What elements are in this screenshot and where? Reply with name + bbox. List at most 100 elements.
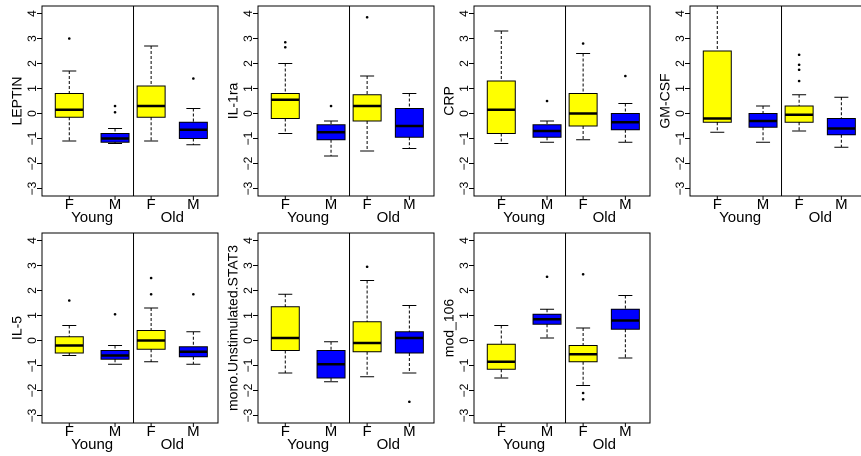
group-label-young: Young — [71, 209, 113, 226]
y-tick-label: −3 — [457, 408, 471, 422]
y-tick-label: 1 — [25, 85, 39, 92]
x-tick-label: F — [579, 423, 588, 440]
outlier-point — [581, 272, 585, 276]
iqr-box — [826, 118, 856, 136]
x-tick-label: F — [363, 423, 372, 440]
outlier-point — [67, 299, 71, 302]
y-tick-label: −1 — [673, 131, 687, 145]
group-label-old: Old — [593, 436, 616, 453]
iqr-box — [54, 93, 84, 118]
panel-frame — [41, 232, 219, 424]
panel-frame — [473, 232, 651, 424]
x-tick-label: M — [325, 423, 338, 440]
group-label-old: Old — [377, 436, 400, 453]
y-tick-label: −2 — [25, 383, 39, 397]
x-tick-label: F — [147, 196, 156, 213]
x-tick-label: M — [109, 423, 122, 440]
box-young-f — [54, 299, 84, 356]
y-tick-label: 2 — [241, 60, 255, 67]
y-tick-label: 1 — [457, 85, 471, 92]
box-old-f — [568, 42, 598, 141]
outlier-point — [113, 312, 117, 316]
y-tick-label: 4 — [25, 10, 39, 17]
y-tick-label: 3 — [241, 262, 255, 269]
x-tick-label: M — [403, 423, 416, 440]
group-label-old: Old — [809, 209, 832, 226]
y-tick-label: −3 — [25, 408, 39, 422]
group-label-young: Young — [719, 209, 761, 226]
y-tick-label: −2 — [241, 383, 255, 397]
iqr-box — [352, 94, 382, 122]
y-tick-label: 3 — [457, 35, 471, 42]
group-label-young: Young — [503, 209, 545, 226]
iqr-box — [270, 306, 300, 351]
y-tick-label: 3 — [241, 35, 255, 42]
iqr-box — [486, 80, 516, 134]
x-tick-label: M — [187, 196, 200, 213]
box-young-m — [532, 275, 562, 339]
box-young-f — [270, 40, 300, 134]
y-tick-label: 4 — [241, 10, 255, 17]
y-tick-label: 2 — [25, 60, 39, 67]
box-old-f — [352, 15, 382, 152]
y-tick-label: 4 — [673, 10, 687, 17]
iqr-box — [702, 50, 732, 123]
box-young-m — [100, 312, 130, 365]
group-label-old: Old — [161, 209, 184, 226]
box-young-f — [486, 30, 516, 144]
group-label-old: Old — [161, 436, 184, 453]
box-old-f — [568, 272, 598, 401]
outlier-point — [797, 79, 801, 83]
y-tick-label: 0 — [25, 110, 39, 117]
x-tick-label: F — [281, 423, 290, 440]
box-young-f — [486, 325, 516, 379]
group-label-old: Old — [377, 209, 400, 226]
outlier-point — [67, 37, 71, 40]
outlier-point — [113, 104, 117, 108]
iqr-box — [352, 321, 382, 353]
y-tick-label: 1 — [241, 85, 255, 92]
y-tick-label: 1 — [673, 85, 687, 92]
y-tick-label: 2 — [457, 60, 471, 67]
box-young-m — [316, 104, 346, 157]
box-young-f — [54, 37, 84, 142]
y-tick-label: 2 — [457, 287, 471, 294]
outlier-point — [581, 391, 585, 395]
y-tick-label: 0 — [673, 110, 687, 117]
group-label-young: Young — [503, 436, 545, 453]
outlier-point — [797, 63, 801, 67]
panel-frame — [473, 5, 651, 197]
y-tick-label: −2 — [673, 156, 687, 170]
box-young-m — [316, 341, 346, 383]
group-label-old: Old — [593, 209, 616, 226]
outlier-point — [581, 397, 585, 401]
y-tick-label: 0 — [457, 110, 471, 117]
box-old-m — [394, 93, 424, 149]
y-tick-label: 0 — [457, 337, 471, 344]
outlier-point — [581, 42, 585, 45]
box-young-m — [100, 104, 130, 144]
y-axis-label: IL-5 — [9, 316, 25, 340]
x-tick-label: F — [579, 196, 588, 213]
outlier-point — [365, 15, 369, 19]
outlier-point — [408, 400, 411, 404]
x-tick-label: M — [835, 196, 848, 213]
x-tick-label: F — [281, 196, 290, 213]
outlier-point — [149, 292, 153, 296]
group-label-young: Young — [287, 436, 329, 453]
y-tick-label: 2 — [673, 60, 687, 67]
y-axis-label: CRP — [441, 86, 457, 116]
iqr-box — [568, 93, 598, 127]
box-old-m — [178, 77, 208, 146]
y-axis-label: GM-CSF — [657, 73, 673, 128]
y-tick-label: 2 — [241, 287, 255, 294]
y-tick-label: −3 — [25, 181, 39, 195]
y-axis-label: mod_106 — [441, 299, 457, 358]
panel-frame — [689, 5, 861, 197]
outlier-point — [797, 53, 801, 57]
iqr-box — [136, 85, 166, 118]
